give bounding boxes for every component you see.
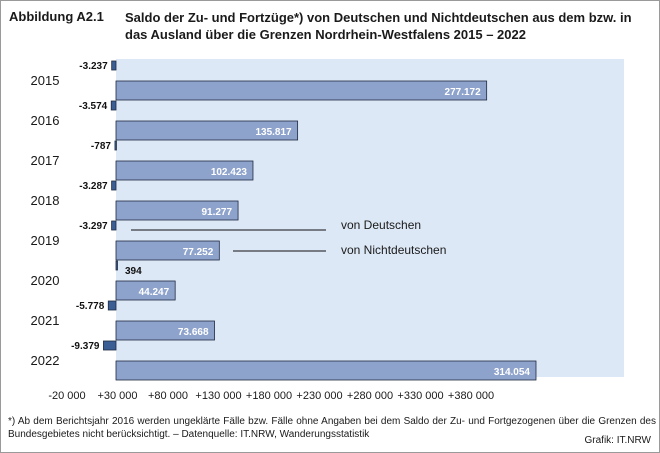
label-german-2019: -3.297 <box>79 221 108 232</box>
category-label-2019: 2019 <box>31 233 60 248</box>
bar-german-2021 <box>107 300 117 311</box>
label-nongerman-2022: 314.054 <box>494 367 531 378</box>
label-german-2018: -3.287 <box>79 181 108 192</box>
label-nongerman-2016: 135.817 <box>255 127 292 138</box>
figure-number: Abbildung A2.1 <box>9 9 104 24</box>
labels-layer: 2015 -3.237 277.172 2016 -3.574 135.817 2017 -7… <box>31 61 531 402</box>
legend-layer: von Deutschen von Nichtdeutschen <box>131 218 446 257</box>
legend-label-nongerman: von Nichtdeutschen <box>341 243 446 257</box>
bar-german-2020 <box>115 260 118 271</box>
bar-nongerman-2019 <box>115 240 220 261</box>
bar-german-2019 <box>111 220 117 231</box>
bar-nongerman-2021 <box>115 320 215 341</box>
bar-nongerman-2020 <box>115 280 176 301</box>
x-tick-label: +230 000 <box>296 390 342 402</box>
bar-nongerman-2015 <box>115 80 488 101</box>
label-german-2020: 394 <box>125 266 142 277</box>
chart-title: Saldo der Zu- und Fortzüge*) von Deutsch… <box>125 10 632 42</box>
label-nongerman-2018: 91.277 <box>201 207 232 218</box>
x-tick-label: -20 000 <box>48 390 85 402</box>
label-nongerman-2015: 277.172 <box>445 87 482 98</box>
category-label-2015: 2015 <box>31 73 60 88</box>
label-german-2022: -9.379 <box>71 341 100 352</box>
bar-nongerman-2017 <box>115 160 254 181</box>
bars-layer <box>103 60 537 381</box>
x-tick-label: +180 000 <box>246 390 292 402</box>
legend-label-german: von Deutschen <box>341 218 421 232</box>
bar-german-2022 <box>103 340 117 351</box>
category-label-2022: 2022 <box>31 353 60 368</box>
label-german-2021: -5.778 <box>76 301 105 312</box>
footnote: *) Ab dem Berichtsjahr 2016 werden ungek… <box>8 416 656 440</box>
category-label-2018: 2018 <box>31 193 60 208</box>
category-label-2016: 2016 <box>31 113 60 128</box>
x-tick-label: +130 000 <box>195 390 241 402</box>
bar-german-2017 <box>114 140 117 151</box>
x-tick-label: +380 000 <box>448 390 494 402</box>
x-tick-label: +30 000 <box>97 390 137 402</box>
label-german-2016: -3.574 <box>79 101 108 112</box>
label-nongerman-2019: 77.252 <box>183 247 214 258</box>
x-tick-label: +280 000 <box>347 390 393 402</box>
bar-nongerman-2016 <box>115 120 299 141</box>
bar-german-2016 <box>110 100 117 111</box>
category-label-2020: 2020 <box>31 273 60 288</box>
bar-nongerman-2018 <box>115 200 239 221</box>
x-tick-label: +330 000 <box>397 390 443 402</box>
category-label-2017: 2017 <box>31 153 60 168</box>
bar-german-2018 <box>111 180 117 191</box>
bar-german-2015 <box>111 60 117 71</box>
label-german-2017: -787 <box>91 141 111 152</box>
x-tick-label: +80 000 <box>148 390 188 402</box>
label-german-2015: -3.237 <box>79 61 108 72</box>
source-credit: Grafik: IT.NRW <box>584 435 651 446</box>
category-label-2021: 2021 <box>31 313 60 328</box>
label-nongerman-2020: 44.247 <box>139 287 170 298</box>
label-nongerman-2021: 73.668 <box>178 327 209 338</box>
label-nongerman-2017: 102.423 <box>211 167 248 178</box>
bar-nongerman-2022 <box>115 360 537 381</box>
